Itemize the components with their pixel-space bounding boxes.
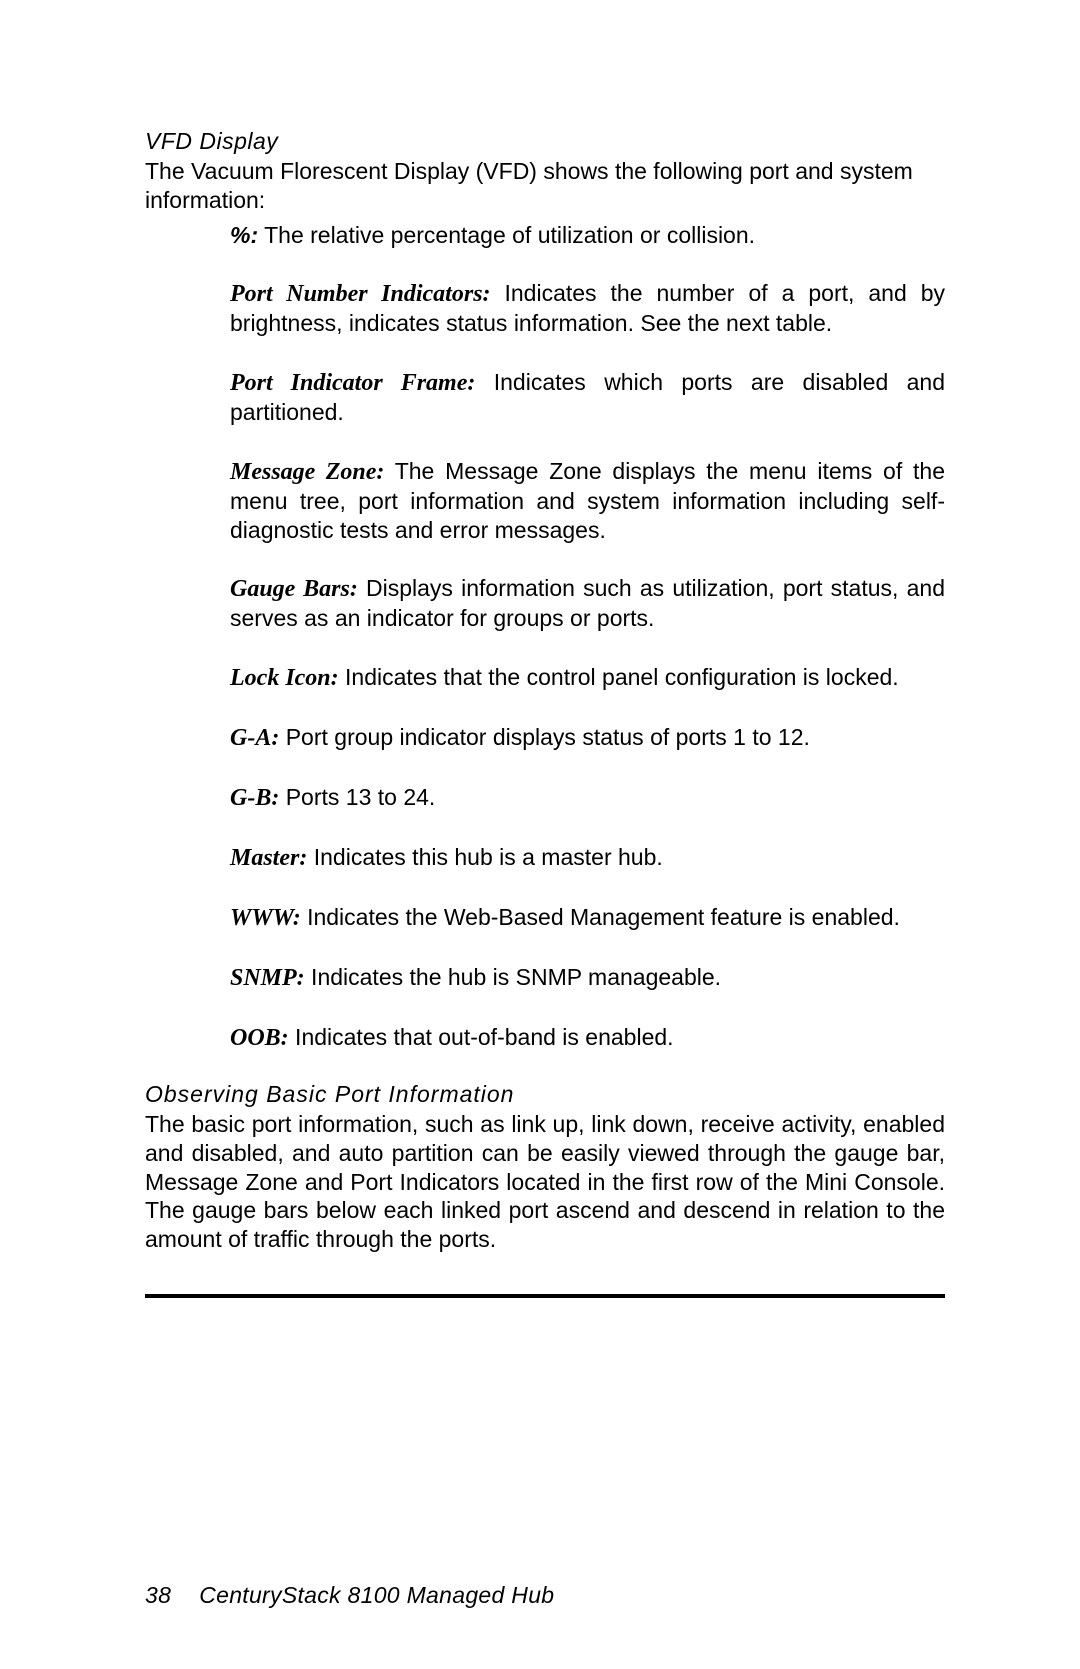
section-heading-observing: Observing Basic Port Information [145,1081,945,1108]
section-intro: The Vacuum Florescent Display (VFD) show… [145,157,945,215]
definition-item: Lock Icon: Indicates that the control pa… [230,663,945,693]
definition-term: Gauge Bars: [230,576,358,602]
definition-item: WWW: Indicates the Web-Based Management … [230,903,945,933]
definition-text: Indicates that the control panel configu… [339,664,899,690]
definition-term: G-A: [230,725,279,751]
definition-term: Message Zone: [230,459,384,485]
definition-term: %: [230,222,258,248]
definition-text: Indicates the Web-Based Management featu… [301,904,900,930]
definition-term: OOB: [230,1025,289,1051]
definition-text: Indicates that out-of-band is enabled. [289,1024,674,1050]
definition-item: Port Number Indicators: Indicates the nu… [230,279,945,338]
definition-item: OOB: Indicates that out-of-band is enabl… [230,1023,945,1053]
definition-item: Master: Indicates this hub is a master h… [230,843,945,873]
definition-item: SNMP: Indicates the hub is SNMP manageab… [230,963,945,993]
definition-text: Ports 13 to 24. [279,784,435,810]
definition-item: Port Indicator Frame: Indicates which po… [230,368,945,427]
definition-term: WWW: [230,905,301,931]
definition-text: Port group indicator displays status of … [279,724,810,750]
definition-item: %: The relative percentage of utilizatio… [230,221,945,250]
definition-term: Port Number Indicators: [230,281,491,307]
section-heading-vfd: VFD Display [145,128,945,155]
definition-term: Master: [230,845,307,871]
definition-text: Indicates the hub is SNMP manageable. [305,964,721,990]
definition-item: Message Zone: The Message Zone displays … [230,457,945,545]
footer-title: CenturyStack 8100 Managed Hub [199,1582,554,1608]
definition-term: G-B: [230,785,279,811]
definition-term: SNMP: [230,965,305,991]
definition-term: Port Indicator Frame: [230,370,475,396]
definition-item: G-B: Ports 13 to 24. [230,783,945,813]
definition-text: Indicates this hub is a master hub. [307,844,662,870]
document-page: VFD Display The Vacuum Florescent Displa… [0,0,1080,1669]
definition-item: G-A: Port group indicator displays statu… [230,723,945,753]
definition-text: The relative percentage of utilization o… [258,222,755,248]
section-paragraph: The basic port information, such as link… [145,1110,945,1254]
definition-list: %: The relative percentage of utilizatio… [230,221,945,1054]
definition-term: Lock Icon: [230,665,339,691]
horizontal-rule [145,1294,945,1298]
page-number: 38 [145,1582,171,1609]
page-footer: 38 CenturyStack 8100 Managed Hub [145,1582,554,1609]
definition-item: Gauge Bars: Displays information such as… [230,574,945,633]
